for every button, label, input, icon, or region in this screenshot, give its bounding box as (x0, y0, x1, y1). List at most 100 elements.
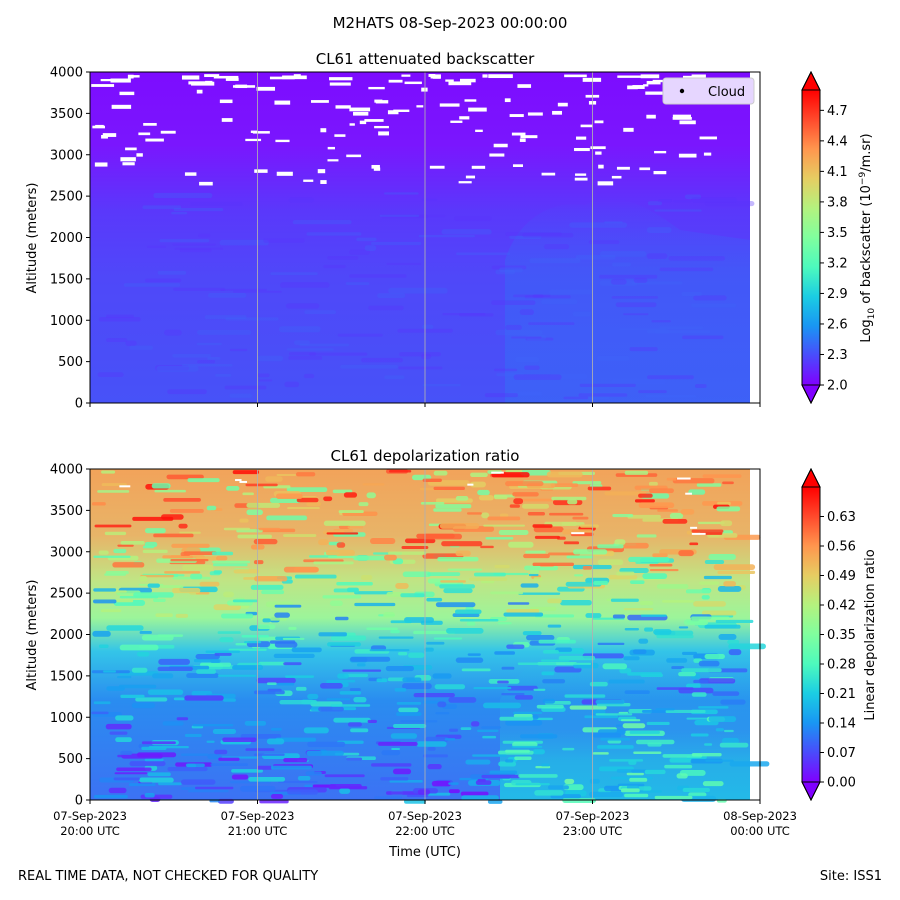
depolarization-streak (347, 722, 362, 727)
depolarization-streak (276, 473, 297, 476)
backscatter-streak (610, 278, 627, 285)
depolarization-streak (128, 783, 156, 787)
depolarization-streak (681, 651, 698, 655)
depolarization-streak (118, 684, 157, 689)
depolarization-streak (481, 774, 521, 779)
depolarization-streak (572, 516, 589, 520)
depolarization-streak (242, 492, 254, 496)
depolarization-streak (356, 663, 366, 667)
depolarization-streak (555, 647, 573, 652)
depolarization-streak (704, 624, 741, 629)
backscatter-streak (258, 379, 273, 382)
depolarization-streak (270, 727, 282, 731)
missing-data-gap (509, 114, 524, 118)
missing-data-gap (677, 477, 691, 480)
depolarization-streak (324, 774, 365, 778)
missing-data-gap (512, 164, 523, 167)
missing-data-gap (653, 170, 667, 175)
depolarization-streak (342, 669, 382, 672)
missing-data-gap (393, 109, 410, 112)
depolarization-streak (533, 688, 546, 691)
depolarization-streak (633, 751, 662, 754)
missing-data-gap (122, 162, 135, 166)
depolarization-streak (592, 752, 609, 755)
colorbar-tick-label: 3.2 (827, 256, 848, 271)
depolarization-streak (288, 626, 297, 630)
depolarization-streak (278, 781, 318, 784)
depolarization-streak (669, 757, 693, 763)
depolarization-streak (231, 769, 263, 773)
depolarization-streak (283, 662, 302, 666)
depolarization-streak (391, 747, 400, 750)
missing-data-gap (590, 146, 606, 150)
depolarization-streak (147, 689, 184, 695)
depolarization-streak (482, 735, 497, 739)
depolarization-streak (307, 741, 346, 747)
cb1-label-sub: 10 (867, 308, 877, 320)
depolarization-streak (144, 528, 166, 534)
backscatter-ylabel: Altitude (meters) (25, 183, 40, 294)
depolarization-streak (574, 574, 584, 577)
depolarization-streak (336, 581, 373, 586)
depolarization-streak (274, 641, 298, 648)
depolarization-streak (455, 496, 469, 501)
missing-data-gap (276, 171, 293, 176)
backscatter-streak (257, 373, 270, 378)
backscatter-streak (220, 288, 268, 291)
depolarization-streak (547, 785, 569, 790)
missing-data-gap (91, 84, 115, 87)
depolarization-streak (515, 783, 550, 786)
missing-data-gap (468, 107, 487, 112)
depolarization-streak (618, 542, 649, 549)
depolarization-streak (470, 481, 486, 488)
depolarization-streak (366, 627, 399, 630)
depolarization-streak (612, 614, 626, 619)
missing-data-gap (576, 136, 587, 140)
depolarization-streak (179, 531, 201, 534)
depolarization-streak (91, 711, 109, 715)
depolarization-streak (589, 791, 624, 798)
depolarization-streak (254, 753, 285, 756)
y-tick-label: 3500 (50, 504, 83, 519)
depolarization-streak (139, 630, 152, 634)
missing-data-gap (640, 74, 660, 79)
depolarization-streak (564, 662, 592, 665)
depolarization-streak (279, 700, 318, 705)
depolarization-streak (244, 720, 267, 726)
missing-data-gap (475, 129, 483, 133)
backscatter-streak (646, 227, 672, 233)
depolarization-streak (307, 693, 319, 700)
backscatter-streak (263, 238, 305, 243)
missing-data-gap (100, 78, 119, 82)
backscatter-streak (654, 330, 711, 334)
x-tick-time: 20:00 UTC (60, 824, 120, 838)
cloud-legend[interactable]: Cloud (662, 77, 755, 105)
missing-data-gap (293, 74, 301, 78)
backscatter-streak (279, 282, 330, 288)
depolarization-streak (171, 543, 210, 548)
depolarization-streak (199, 581, 220, 587)
depolarization-streak (532, 562, 575, 567)
backscatter-streak (647, 375, 694, 380)
backscatter-streak (496, 373, 524, 377)
colorbar-tick-label: 0.00 (827, 776, 856, 791)
missing-data-gap (274, 100, 291, 105)
depolarization-streak (629, 777, 648, 782)
depolarization-streak (649, 563, 673, 567)
depolarization-streak (322, 595, 362, 599)
depolarization-streak (141, 741, 176, 745)
depolarization-streak (477, 489, 490, 496)
missing-data-gap (682, 75, 705, 79)
colorbar-tick-label: 0.42 (827, 599, 856, 614)
y-tick-label: 4000 (50, 463, 83, 478)
depolarization-streak (467, 653, 481, 656)
depolarization-streak (105, 571, 129, 575)
missing-data-gap (353, 111, 369, 116)
missing-data-gap (371, 164, 380, 169)
colorbar-tick-label: 0.56 (827, 540, 856, 555)
depolarization-streak (717, 501, 731, 506)
depolarization-streak (105, 723, 132, 730)
depolarization-streak (704, 743, 713, 746)
depolarization-streak (593, 580, 609, 586)
depolarization-streak (524, 565, 559, 571)
